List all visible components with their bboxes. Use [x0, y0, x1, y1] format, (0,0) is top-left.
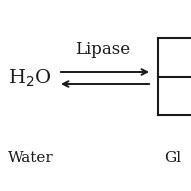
Text: Water: Water — [8, 151, 54, 165]
Text: Lipase: Lipase — [75, 41, 131, 58]
Text: Gl: Gl — [164, 151, 181, 165]
Text: H$_2$O: H$_2$O — [8, 67, 51, 89]
